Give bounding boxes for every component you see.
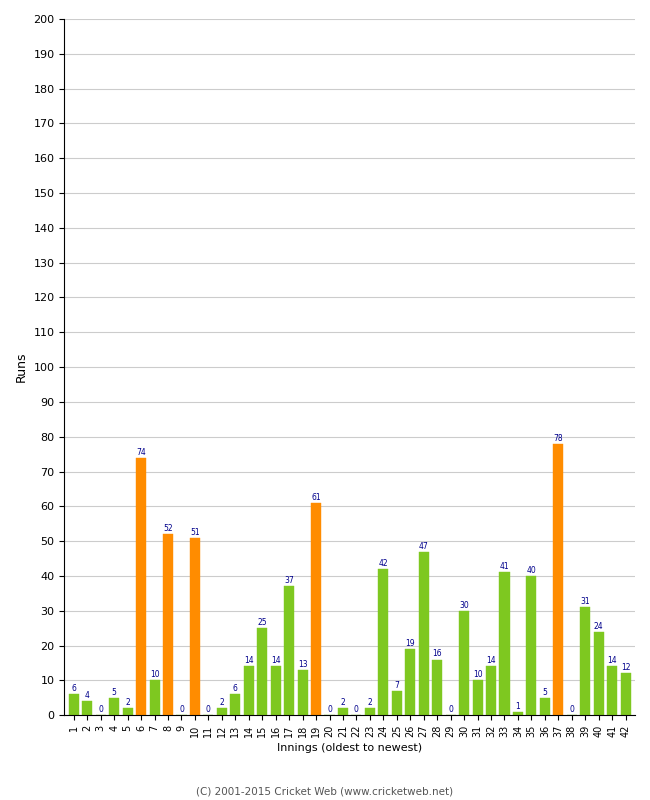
Bar xyxy=(499,573,510,715)
Text: 78: 78 xyxy=(554,434,563,442)
Bar xyxy=(365,708,375,715)
Bar xyxy=(83,702,92,715)
Bar xyxy=(150,681,160,715)
Text: 4: 4 xyxy=(85,691,90,700)
Text: 0: 0 xyxy=(98,705,103,714)
Text: 14: 14 xyxy=(486,657,496,666)
Text: 1: 1 xyxy=(515,702,520,710)
Text: 30: 30 xyxy=(459,601,469,610)
Text: 31: 31 xyxy=(580,598,590,606)
Text: 12: 12 xyxy=(621,663,630,673)
Bar xyxy=(540,698,550,715)
Bar xyxy=(553,444,564,715)
Bar xyxy=(378,569,389,715)
Text: 0: 0 xyxy=(354,705,359,714)
Text: 10: 10 xyxy=(150,670,159,679)
Bar xyxy=(284,586,294,715)
Text: 0: 0 xyxy=(569,705,574,714)
Bar xyxy=(109,698,119,715)
Bar xyxy=(473,681,482,715)
Text: 0: 0 xyxy=(327,705,332,714)
Bar xyxy=(257,628,267,715)
Text: 2: 2 xyxy=(125,698,130,707)
Text: 16: 16 xyxy=(432,650,442,658)
Text: (C) 2001-2015 Cricket Web (www.cricketweb.net): (C) 2001-2015 Cricket Web (www.cricketwe… xyxy=(196,786,454,796)
Text: 51: 51 xyxy=(190,528,200,537)
Text: 10: 10 xyxy=(473,670,482,679)
Bar xyxy=(217,708,227,715)
Bar xyxy=(405,649,415,715)
Bar xyxy=(580,607,590,715)
Bar xyxy=(163,534,173,715)
Bar xyxy=(338,708,348,715)
Text: 2: 2 xyxy=(220,698,224,707)
Text: 0: 0 xyxy=(179,705,184,714)
Text: 5: 5 xyxy=(112,688,116,697)
Bar xyxy=(621,674,630,715)
Text: 42: 42 xyxy=(378,559,388,568)
Bar xyxy=(69,694,79,715)
Bar xyxy=(526,576,536,715)
Bar xyxy=(298,670,307,715)
Text: 0: 0 xyxy=(448,705,453,714)
X-axis label: Innings (oldest to newest): Innings (oldest to newest) xyxy=(277,743,422,753)
Text: 52: 52 xyxy=(163,524,173,533)
Text: 19: 19 xyxy=(406,639,415,648)
Text: 24: 24 xyxy=(594,622,603,630)
Text: 0: 0 xyxy=(206,705,211,714)
Bar xyxy=(123,708,133,715)
Text: 74: 74 xyxy=(136,447,146,457)
Text: 6: 6 xyxy=(233,684,238,694)
Bar xyxy=(311,503,321,715)
Text: 5: 5 xyxy=(542,688,547,697)
Bar xyxy=(270,666,281,715)
Text: 14: 14 xyxy=(607,657,617,666)
Bar xyxy=(136,458,146,715)
Text: 7: 7 xyxy=(395,681,399,690)
Text: 14: 14 xyxy=(271,657,281,666)
Bar xyxy=(593,632,604,715)
Bar xyxy=(459,610,469,715)
Text: 14: 14 xyxy=(244,657,254,666)
Text: 6: 6 xyxy=(72,684,76,694)
Bar xyxy=(513,712,523,715)
Bar xyxy=(419,552,429,715)
Bar xyxy=(486,666,496,715)
Bar xyxy=(392,691,402,715)
Bar xyxy=(607,666,617,715)
Text: 25: 25 xyxy=(257,618,267,627)
Bar xyxy=(432,659,442,715)
Text: 13: 13 xyxy=(298,660,307,669)
Text: 40: 40 xyxy=(526,566,536,575)
Text: 61: 61 xyxy=(311,493,321,502)
Bar xyxy=(190,538,200,715)
Text: 2: 2 xyxy=(367,698,372,707)
Text: 2: 2 xyxy=(341,698,345,707)
Text: 47: 47 xyxy=(419,542,428,550)
Y-axis label: Runs: Runs xyxy=(15,352,28,382)
Bar xyxy=(244,666,254,715)
Text: 41: 41 xyxy=(500,562,509,571)
Bar xyxy=(230,694,240,715)
Text: 37: 37 xyxy=(284,576,294,586)
